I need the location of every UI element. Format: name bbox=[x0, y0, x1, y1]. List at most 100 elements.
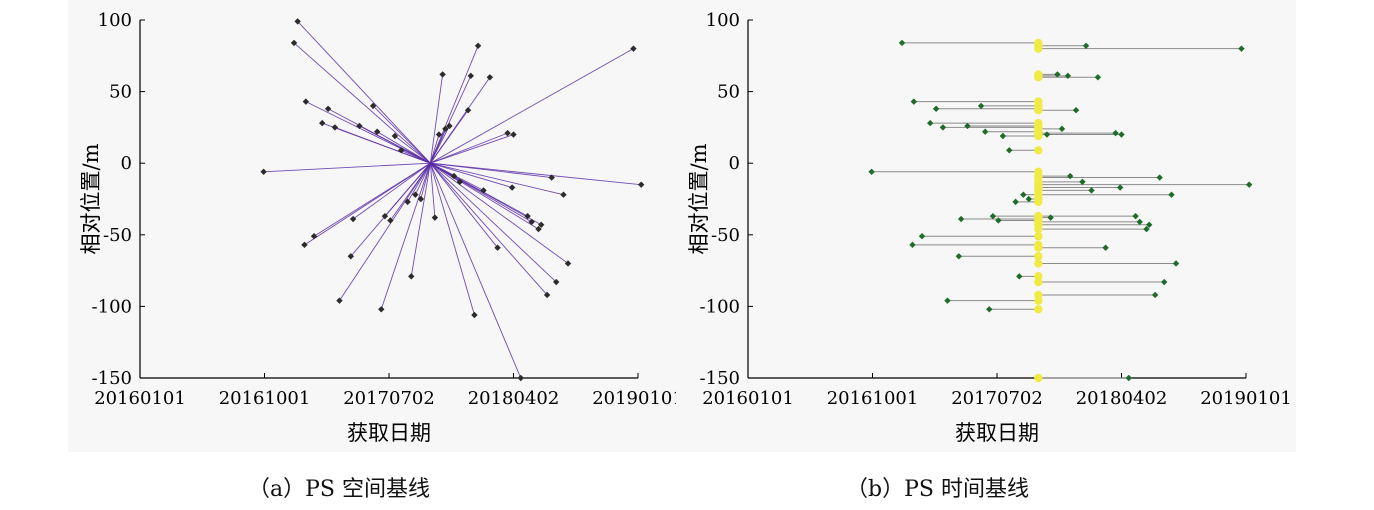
acquisition-point bbox=[1054, 71, 1061, 78]
x-tick-label: 20160101 bbox=[94, 388, 186, 409]
acquisition-point bbox=[1238, 45, 1245, 52]
acquisition-point bbox=[944, 297, 951, 304]
x-tick-label: 20180402 bbox=[468, 388, 560, 409]
baseline-line bbox=[410, 163, 431, 277]
y-tick-label: -150 bbox=[700, 368, 740, 389]
acquisition-point bbox=[1245, 181, 1253, 188]
acquisition-point bbox=[435, 131, 443, 138]
y-axis-title: 相对位置/m bbox=[687, 143, 711, 254]
acquisition-point bbox=[369, 102, 377, 110]
baseline-line bbox=[430, 162, 548, 296]
panel-spatial-baseline: 100 50 0 -50 -100 -150 20160101 20161001 2017070… bbox=[68, 0, 688, 452]
acquisition-point bbox=[301, 241, 308, 249]
baseline-line bbox=[430, 162, 569, 264]
acquisition-point bbox=[302, 98, 310, 105]
acquisition-point bbox=[504, 129, 511, 137]
baseline-line bbox=[430, 134, 514, 164]
y-tick-label: -100 bbox=[92, 296, 132, 317]
baseline-line bbox=[384, 162, 431, 217]
caption-spatial-baseline: （a）PS 空间基线 bbox=[248, 477, 430, 502]
acquisition-point bbox=[564, 260, 572, 267]
acquisition-point bbox=[932, 105, 940, 112]
acquisition-point bbox=[1079, 178, 1086, 186]
master-marker bbox=[1034, 190, 1043, 199]
baseline-line bbox=[429, 74, 444, 164]
acquisition-point bbox=[1072, 107, 1080, 114]
baseline-line bbox=[313, 162, 431, 237]
acquisition-point bbox=[1112, 129, 1119, 137]
acquisition-point bbox=[1058, 125, 1066, 133]
acquisition-point bbox=[381, 212, 389, 220]
acquisition-point bbox=[1020, 191, 1027, 198]
baseline-line bbox=[430, 162, 542, 226]
x-axis-title: 获取日期 bbox=[955, 421, 1039, 445]
acquisition-point bbox=[378, 306, 385, 313]
baseline-line bbox=[401, 149, 431, 164]
baseline-line bbox=[430, 162, 513, 188]
acquisition-point bbox=[1161, 278, 1168, 286]
master-marker bbox=[1034, 73, 1043, 82]
baseline-line bbox=[380, 163, 431, 310]
acquisition-point bbox=[1116, 184, 1124, 191]
acquisition-point bbox=[1082, 42, 1090, 49]
x-tick-label: 20160101 bbox=[702, 388, 794, 409]
baseline-line bbox=[305, 101, 431, 164]
baseline-line bbox=[407, 162, 431, 203]
master-marker bbox=[1034, 243, 1043, 252]
acquisition-point bbox=[494, 244, 501, 251]
acquisition-point bbox=[464, 107, 472, 114]
acquisition-point bbox=[471, 311, 478, 319]
acquisition-point bbox=[1016, 273, 1023, 280]
baseline-line bbox=[352, 162, 431, 220]
x-tick-label: 20170702 bbox=[343, 388, 435, 409]
baseline-line bbox=[429, 75, 472, 164]
acquisition-point bbox=[517, 374, 524, 382]
acquisition-point bbox=[1064, 72, 1072, 80]
acquisition-point bbox=[955, 253, 963, 260]
x-tick-label: 20161001 bbox=[219, 388, 311, 409]
acquisition-point bbox=[373, 128, 381, 135]
y-tick-label: 50 bbox=[717, 82, 740, 103]
acquisition-point bbox=[1132, 212, 1139, 220]
baseline-line bbox=[263, 162, 431, 173]
acquisition-point bbox=[1136, 218, 1143, 226]
master-marker bbox=[1034, 252, 1043, 261]
master-marker bbox=[1034, 232, 1043, 241]
y-tick-label: -50 bbox=[103, 225, 132, 246]
acquisition-point bbox=[1146, 221, 1153, 228]
acquisition-point bbox=[939, 124, 947, 131]
baseline-line bbox=[429, 45, 479, 164]
y-tick-label: -150 bbox=[92, 368, 132, 389]
x-tick-label: 20170702 bbox=[951, 388, 1043, 409]
baseline-line bbox=[430, 132, 508, 164]
baseline-line bbox=[394, 135, 431, 164]
y-axis-title: 相对位置/m bbox=[79, 143, 103, 254]
baseline-line bbox=[420, 163, 431, 200]
master-marker bbox=[1034, 146, 1043, 155]
acquisition-point bbox=[957, 215, 965, 223]
acquisition-point bbox=[535, 225, 542, 233]
x-tick-label: 20190101 bbox=[592, 388, 684, 409]
acquisition-point bbox=[918, 233, 926, 240]
baseline-line bbox=[429, 163, 436, 218]
acquisition-point bbox=[387, 217, 394, 224]
acquisition-point bbox=[1151, 291, 1159, 299]
acquisition-point bbox=[431, 214, 439, 221]
y-tick-label: 100 bbox=[98, 10, 132, 31]
y-tick-label: -50 bbox=[711, 225, 740, 246]
x-tick-label: 20180402 bbox=[1076, 388, 1168, 409]
baseline-line bbox=[359, 125, 431, 164]
baseline-line bbox=[297, 21, 431, 164]
y-tick-label: -100 bbox=[700, 296, 740, 317]
acquisition-point bbox=[977, 102, 985, 110]
acquisition-point bbox=[1043, 131, 1051, 138]
baseline-line bbox=[414, 163, 431, 195]
acquisition-point bbox=[553, 278, 560, 286]
acquisition-point bbox=[480, 187, 487, 194]
acquisition-point bbox=[538, 221, 545, 228]
acquisition-point bbox=[560, 191, 567, 198]
x-tick-label: 20190101 bbox=[1200, 388, 1292, 409]
acquisition-point bbox=[909, 241, 916, 249]
